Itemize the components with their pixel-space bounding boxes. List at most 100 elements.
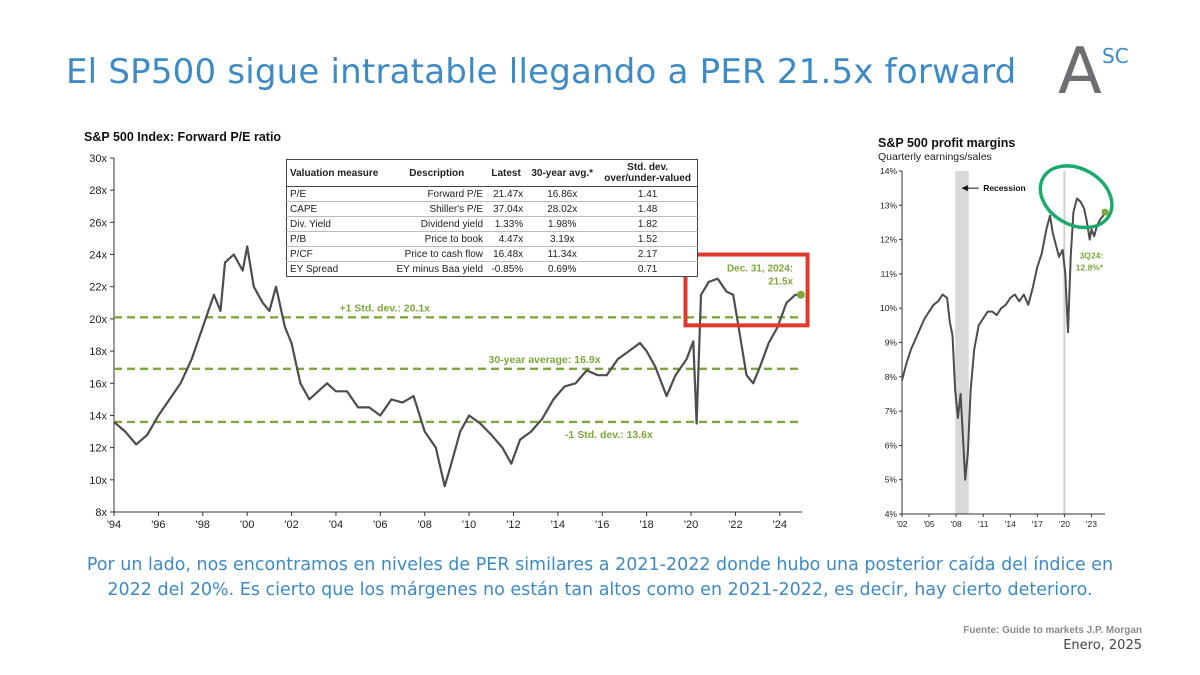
y-tick-label: 10x xyxy=(89,475,107,487)
y-tick-label: 13% xyxy=(880,200,897,210)
cell-avg: 1.98% xyxy=(526,216,599,232)
x-tick-label: '17 xyxy=(1032,519,1043,529)
cell-description: Price to book xyxy=(387,231,487,247)
valuation-table-row: EY Spread EY minus Baa yield -0.85% 0.69% 0.… xyxy=(286,261,698,277)
highlight-box xyxy=(683,252,810,328)
logo-letter: A xyxy=(1058,35,1102,109)
highlight-circle xyxy=(1038,164,1114,230)
cell-stddev: 0.71 xyxy=(598,261,698,277)
annotation-label: 3Q24: xyxy=(1080,250,1104,260)
valuation-table: Valuation measure Description Latest 30-… xyxy=(286,159,698,277)
cell-measure: CAPE xyxy=(286,201,388,217)
x-tick-label: '16 xyxy=(595,519,609,530)
cell-description: Forward P/E xyxy=(387,186,487,202)
y-tick-label: 14x xyxy=(89,410,107,422)
x-tick-label: '10 xyxy=(462,519,476,530)
header-latest: Latest xyxy=(486,159,527,187)
cell-measure: EY Spread xyxy=(286,261,388,277)
y-tick-label: 26x xyxy=(89,217,107,229)
annotation-value: 21.5x xyxy=(768,276,793,287)
margins-chart: 4% 5% 6% 7% 8% 9% 10% 11% 12% 13% 14% '02 '05 '08 '11 '… xyxy=(880,164,1114,529)
y-tick-label: 10% xyxy=(880,303,897,313)
valuation-table-row: P/B Price to book 4.47x 3.19x 1.52 xyxy=(286,231,698,247)
recession-label: Recession xyxy=(983,183,1026,193)
valuation-table-row: Div. Yield Dividend yield 1.33% 1.98% 1.82 xyxy=(286,216,698,232)
y-tick-label: 8x xyxy=(95,507,107,519)
y-tick-label: 12x xyxy=(89,443,107,455)
cell-measure: P/CF xyxy=(286,246,388,262)
y-tick-label: 20x xyxy=(89,314,107,326)
cell-stddev: 1.41 xyxy=(598,186,698,202)
source-note: Fuente: Guide to markets J.P. Morgan xyxy=(963,625,1142,636)
x-tick-label: '20 xyxy=(684,519,698,530)
y-tick-label: 28x xyxy=(89,185,107,197)
y-tick-label: 16x xyxy=(89,378,107,390)
x-tick-label: '14 xyxy=(1005,519,1016,529)
x-tick-label: '98 xyxy=(196,519,210,530)
cell-stddev: 1.48 xyxy=(598,201,698,217)
recession-arrow-head xyxy=(961,185,968,192)
x-tick-label: '96 xyxy=(151,519,165,530)
header-30yr-avg: 30-year avg.* xyxy=(526,159,599,187)
cell-latest: 1.33% xyxy=(486,216,527,232)
cell-latest: 4.47x xyxy=(486,231,527,247)
date-label: Enero, 2025 xyxy=(1063,638,1142,653)
valuation-table-row: CAPE Shiller's P/E 37.04x 28.02x 1.48 xyxy=(286,201,698,217)
header-std-dev: Std. dev. over/under-valued xyxy=(598,159,698,187)
cell-latest: 37.04x xyxy=(486,201,527,217)
margins-chart-title: S&P 500 profit margins xyxy=(878,136,1016,150)
x-tick-label: '20 xyxy=(1059,519,1070,529)
cell-description: Shiller's P/E xyxy=(387,201,487,217)
margins-chart-subtitle: Quarterly earnings/sales xyxy=(878,151,992,163)
x-tick-label: '05 xyxy=(924,519,935,529)
cell-description: Price to cash flow xyxy=(387,246,487,262)
logo-superscript: SC xyxy=(1102,44,1129,68)
pe-series-line xyxy=(113,245,801,488)
x-tick-label: '11 xyxy=(978,519,989,529)
annotation-label: Dec. 31, 2024: xyxy=(727,263,793,274)
y-tick-label: 14% xyxy=(880,166,897,176)
cell-description: Dividend yield xyxy=(387,216,487,232)
cell-avg: 0.69% xyxy=(526,261,599,277)
recession-band xyxy=(955,171,969,514)
reference-line-label: +1 Std. dev.: 20.1x xyxy=(339,302,430,314)
latest-point xyxy=(796,290,805,299)
asc-logo: A SC xyxy=(1058,40,1138,110)
cell-latest: -0.85% xyxy=(486,261,527,277)
y-tick-label: 18x xyxy=(89,346,107,358)
cell-avg: 11.34x xyxy=(526,246,599,262)
x-tick-label: '06 xyxy=(373,519,387,530)
y-tick-label: 11% xyxy=(881,269,898,279)
x-tick-label: '12 xyxy=(506,519,520,530)
x-tick-label: '18 xyxy=(639,519,653,530)
x-tick-label: '08 xyxy=(418,519,432,530)
y-tick-label: 12% xyxy=(880,235,897,245)
y-tick-label: 4% xyxy=(885,509,898,519)
cell-stddev: 1.82 xyxy=(598,216,698,232)
x-tick-label: '08 xyxy=(951,519,962,529)
header-valuation-measure: Valuation measure xyxy=(286,159,388,187)
x-tick-label: '14 xyxy=(551,519,565,530)
valuation-table-row: P/E Forward P/E 21.47x 16.86x 1.41 xyxy=(286,186,698,202)
x-tick-label: '02 xyxy=(284,519,298,530)
valuation-table-header: Valuation measure Description Latest 30-… xyxy=(286,159,698,187)
x-tick-label: '22 xyxy=(728,519,742,530)
y-tick-label: 9% xyxy=(885,338,898,348)
x-tick-label: '02 xyxy=(896,519,907,529)
header-description: Description xyxy=(387,159,487,187)
x-tick-label: '04 xyxy=(329,519,343,530)
cell-avg: 28.02x xyxy=(526,201,599,217)
body-text: Por un lado, nos encontramos en niveles … xyxy=(86,555,1114,600)
cell-measure: P/B xyxy=(286,231,388,247)
cell-stddev: 2.17 xyxy=(598,246,698,262)
x-tick-label: '94 xyxy=(107,519,121,530)
cell-measure: P/E xyxy=(286,186,388,202)
cell-avg: 3.19x xyxy=(526,231,599,247)
y-tick-label: 6% xyxy=(885,440,898,450)
slide-title: El SP500 sigue intratable llegando a PER… xyxy=(66,52,1017,92)
valuation-table-row: P/CF Price to cash flow 16.48x 11.34x 2.17 xyxy=(286,246,698,262)
y-tick-label: 8% xyxy=(885,372,898,382)
pe-chart-title: S&P 500 Index: Forward P/E ratio xyxy=(84,130,282,144)
y-tick-label: 30x xyxy=(89,153,107,165)
cell-stddev: 1.52 xyxy=(598,231,698,247)
